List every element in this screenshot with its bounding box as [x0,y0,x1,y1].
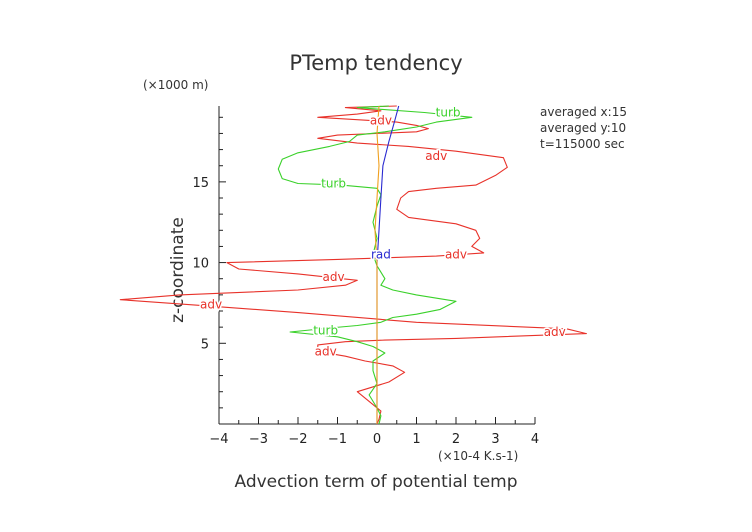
x-tick-label: −1 [328,432,347,447]
series-label-rad: rad [371,248,391,262]
series-label-adv: adv [200,298,222,312]
series-layer [119,105,587,425]
x-tick-label: 3 [491,432,499,447]
x-tick-label: 0 [373,432,381,447]
y-axis-label: z-coordinate [168,217,188,323]
series-label-adv: adv [445,248,467,262]
series-label-turb: turb [321,176,346,190]
series-line-adv [119,105,587,425]
x-tick-label: −4 [209,432,228,447]
series-labels-layer: adv adv adv adv adv adv adv turb turb turb rad [199,104,568,360]
annotation-line-2: averaged y:10 [540,121,626,135]
annotation-line-1: averaged x:15 [540,105,627,119]
series-line-rad [376,105,400,424]
series-line-turb [277,105,473,425]
chart-title: PTemp tendency [289,51,462,75]
series-label-adv: adv [544,325,566,339]
series-label-turb: turb [436,105,461,119]
axes-layer: −4 −3 −2 −1 0 1 2 3 4 5 10 15 [192,106,539,447]
x-tick-label: 1 [412,432,420,447]
y-unit-label: (×1000 m) [143,78,208,92]
series-label-adv: adv [315,344,337,358]
x-tick-label: 2 [452,432,460,447]
x-tick-label: 4 [531,432,539,447]
y-tick-label: 5 [201,337,209,352]
series-label-adv: adv [425,149,447,163]
series-label-adv: adv [323,270,345,284]
x-tick-label: −3 [249,432,268,447]
y-tick-label: 10 [192,257,209,272]
x-axis-label: Advection term of potential temp [234,472,517,492]
y-tick-label: 15 [192,176,209,191]
series-line-series-4 [374,105,380,424]
series-label-adv: adv [370,114,392,128]
x-unit-label: (×10-4 K.s-1) [438,449,518,463]
x-tick-label: −2 [288,432,307,447]
series-label-turb: turb [313,323,338,337]
annotation-line-3: t=115000 sec [540,137,625,151]
